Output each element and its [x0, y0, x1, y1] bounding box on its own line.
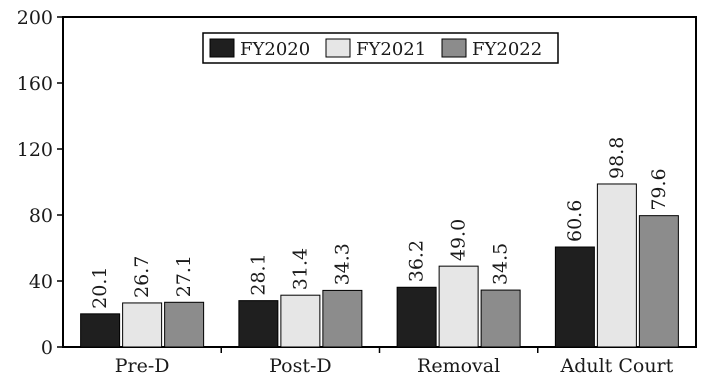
legend-label: FY2021 — [356, 39, 426, 60]
bar-fy2020-post-d — [238, 300, 279, 348]
y-tick-label: 0 — [41, 337, 53, 359]
bar-fy2022-post-d — [322, 289, 363, 348]
value-label: 98.8 — [606, 137, 628, 179]
x-axis: Pre-D Post-D Removal Adult Court — [115, 347, 674, 374]
legend-box — [202, 32, 559, 64]
bar-fy2021-pre-d — [122, 302, 163, 348]
y-tick-label: 40 — [29, 271, 53, 293]
value-label: 26.7 — [131, 256, 153, 298]
y-axis: 0 40 80 120 160 200 — [17, 7, 63, 359]
legend-swatch — [325, 38, 351, 58]
y-tick-label: 80 — [29, 205, 53, 227]
y-tick-label: 120 — [17, 139, 53, 161]
bar-fy2022-pre-d — [164, 301, 205, 348]
value-label: 60.6 — [564, 200, 586, 242]
bar-fy2022-adult-court — [638, 215, 679, 348]
x-category-label: Pre-D — [115, 355, 170, 374]
bar-fy2020-removal — [396, 286, 437, 348]
bar-fy2020-pre-d — [80, 313, 121, 348]
bar-fy2020-adult-court — [554, 246, 595, 348]
bar-fy2021-post-d — [280, 294, 321, 348]
value-label: 34.3 — [331, 243, 353, 285]
value-labels: 20.1 26.7 27.1 28.1 31.4 34.3 36.2 49.0 34.5 60.6… — [89, 137, 670, 309]
bar-fy2021-adult-court — [596, 183, 637, 348]
value-label: 49.0 — [448, 219, 470, 261]
y-tick-label: 200 — [17, 7, 53, 29]
legend-swatch — [209, 38, 235, 58]
x-category-label: Post-D — [269, 355, 332, 374]
x-category-label: Adult Court — [559, 355, 673, 374]
value-label: 36.2 — [406, 240, 428, 282]
legend-label: FY2020 — [240, 39, 310, 60]
bars — [80, 183, 679, 348]
bar-fy2022-removal — [480, 289, 521, 348]
legend-label: FY2022 — [472, 39, 542, 60]
legend: FY2020 FY2021 FY2022 — [202, 32, 559, 64]
value-label: 27.1 — [173, 255, 195, 297]
legend-swatch — [441, 38, 467, 58]
x-category-label: Removal — [417, 355, 500, 374]
value-label: 28.1 — [247, 253, 269, 295]
y-tick-label: 160 — [17, 73, 53, 95]
value-label: 79.6 — [648, 168, 670, 210]
value-label: 20.1 — [89, 267, 111, 309]
value-label: 34.5 — [490, 243, 512, 285]
bar-fy2021-removal — [438, 265, 479, 348]
value-label: 31.4 — [289, 248, 311, 290]
